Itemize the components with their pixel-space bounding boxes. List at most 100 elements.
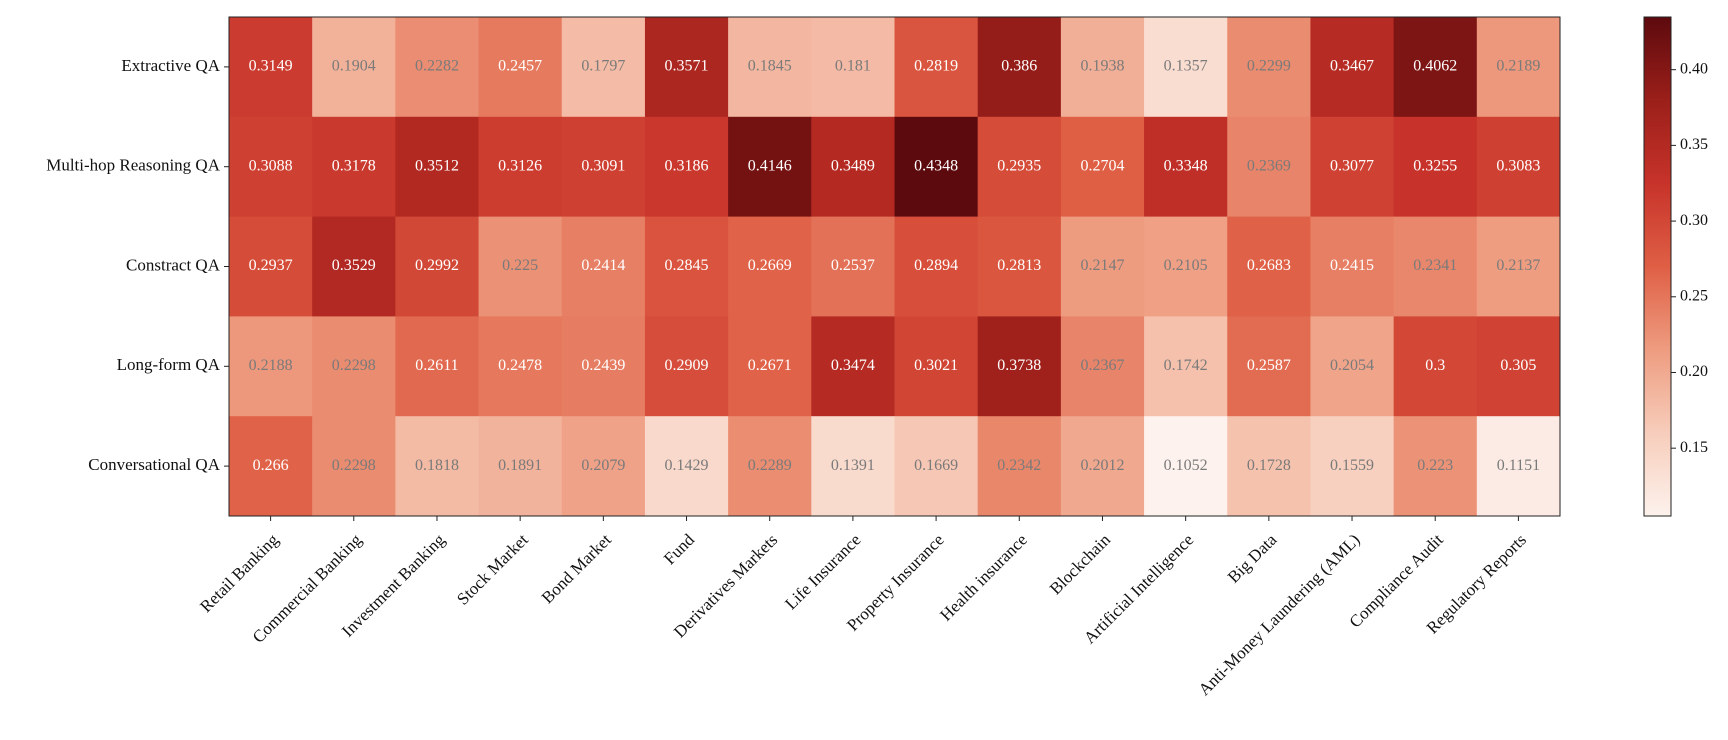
y-tick-label: Multi-hop Reasoning QA: [46, 156, 220, 175]
heatmap-cell: [728, 416, 812, 517]
y-tick-label: Extractive QA: [121, 56, 220, 75]
x-tick-label: Retail Banking: [196, 530, 282, 616]
heatmap-cell: [1310, 216, 1395, 317]
cell-label: 0.2611: [415, 357, 458, 374]
colorbar-tick-label: 0.25: [1680, 287, 1708, 304]
heatmap-cell: [1060, 416, 1145, 517]
colorbar-tick-label: 0.30: [1680, 212, 1708, 229]
cell-label: 0.1559: [1330, 457, 1374, 474]
cell-label: 0.2298: [332, 357, 376, 374]
heatmap-cell: [561, 116, 646, 218]
heatmap-cell: [1144, 17, 1228, 118]
cell-label: 0.2289: [748, 457, 792, 474]
heatmap-cell: [229, 116, 313, 218]
cell-label: 0.2894: [914, 257, 958, 274]
cell-label: 0.3088: [249, 157, 293, 174]
heatmap-cell: [1310, 116, 1395, 218]
heatmap-cell: [1227, 416, 1311, 517]
cell-label: 0.223: [1417, 457, 1453, 474]
heatmap-cell: [977, 116, 1062, 218]
heatmap-cell: [1060, 116, 1145, 218]
heatmap-cell: [312, 116, 396, 218]
heatmap-cell: [1476, 216, 1561, 317]
heatmap-cell: [1227, 316, 1311, 417]
heatmap-cell: [561, 17, 646, 118]
heatmap-cell: [1476, 116, 1561, 218]
heatmap-cell: [728, 216, 812, 317]
heatmap-cell: [395, 17, 480, 118]
cell-label: 0.386: [1001, 58, 1037, 75]
x-tick-label: Fund: [660, 530, 699, 569]
cell-label: 0.2819: [914, 58, 958, 75]
cell-label: 0.305: [1500, 357, 1536, 374]
heatmap-cell: [478, 216, 563, 317]
heatmap-cell: [1310, 416, 1395, 517]
heatmap-cell: [1393, 17, 1478, 118]
heatmap-cell: [644, 316, 729, 417]
heatmap-cell: [395, 216, 480, 317]
heatmap-cell: [229, 17, 313, 118]
cell-label: 0.3348: [1164, 157, 1208, 174]
cell-label: 0.2478: [498, 357, 542, 374]
heatmap-cell: [977, 216, 1062, 317]
cell-label: 0.2845: [665, 257, 709, 274]
y-tick-label: Conversational QA: [88, 455, 220, 474]
heatmap-cell: [644, 116, 729, 218]
heatmap-cell: [561, 216, 646, 317]
heatmap-cell: [1144, 216, 1228, 317]
cell-label: 0.1728: [1247, 457, 1291, 474]
cell-label: 0.3738: [997, 357, 1041, 374]
heatmap-cell: [561, 416, 646, 517]
heatmap-cell: [1393, 416, 1478, 517]
heatmap-cell: [811, 416, 895, 517]
heatmap-cell: [229, 416, 313, 517]
y-tick-label: Constract QA: [126, 255, 221, 274]
heatmap-cell: [894, 116, 979, 218]
cell-label: 0.2439: [581, 357, 625, 374]
cell-label: 0.2587: [1247, 357, 1291, 374]
heatmap-cell: [811, 216, 895, 317]
heatmap-cell: [1393, 116, 1478, 218]
cell-label: 0.2147: [1080, 257, 1124, 274]
heatmap-cell: [478, 116, 563, 218]
heatmap-cell: [728, 116, 812, 218]
cell-label: 0.3529: [332, 257, 376, 274]
cell-label: 0.1891: [498, 457, 542, 474]
cell-label: 0.3077: [1330, 157, 1374, 174]
cell-label: 0.2414: [581, 257, 625, 274]
cell-label: 0.2105: [1164, 257, 1208, 274]
colorbar-tick-label: 0.20: [1680, 363, 1708, 380]
heatmap-cell: [1227, 116, 1311, 218]
cell-label: 0.2189: [1496, 58, 1540, 75]
heatmap-cell: [312, 17, 396, 118]
heatmap-cell: [894, 216, 979, 317]
cell-label: 0.3474: [831, 357, 875, 374]
heatmap-cell: [395, 416, 480, 517]
x-tick-label: Big Data: [1224, 530, 1281, 587]
cell-label: 0.3178: [332, 157, 376, 174]
x-tick-label: Anti-Money Laundering (AML): [1195, 530, 1364, 699]
heatmap-cell: [1144, 416, 1228, 517]
y-tick-label: Long-form QA: [117, 355, 221, 374]
heatmap-cell: [229, 316, 313, 417]
cell-label: 0.2457: [498, 58, 542, 75]
heatmap-cell: [478, 416, 563, 517]
heatmap-cell: [977, 17, 1062, 118]
heatmap-cell: [1393, 316, 1478, 417]
cell-label: 0.4146: [748, 157, 792, 174]
heatmap-cell: [1060, 17, 1145, 118]
cell-label: 0.3083: [1496, 157, 1540, 174]
x-tick-label: Life Insurance: [781, 530, 864, 613]
cell-label: 0.1818: [415, 457, 459, 474]
cell-label: 0.2704: [1080, 157, 1124, 174]
cell-label: 0.2054: [1330, 357, 1374, 374]
cell-label: 0.2298: [332, 457, 376, 474]
heatmap-cell: [811, 116, 895, 218]
cell-label: 0.3467: [1330, 58, 1374, 75]
heatmap-cell: [395, 116, 480, 218]
heatmap-cell: [1476, 316, 1561, 417]
heatmap-cell: [312, 316, 396, 417]
colorbar: [1643, 16, 1672, 517]
x-tick-label: Bond Market: [538, 530, 615, 607]
heatmap-cell: [1310, 17, 1395, 118]
